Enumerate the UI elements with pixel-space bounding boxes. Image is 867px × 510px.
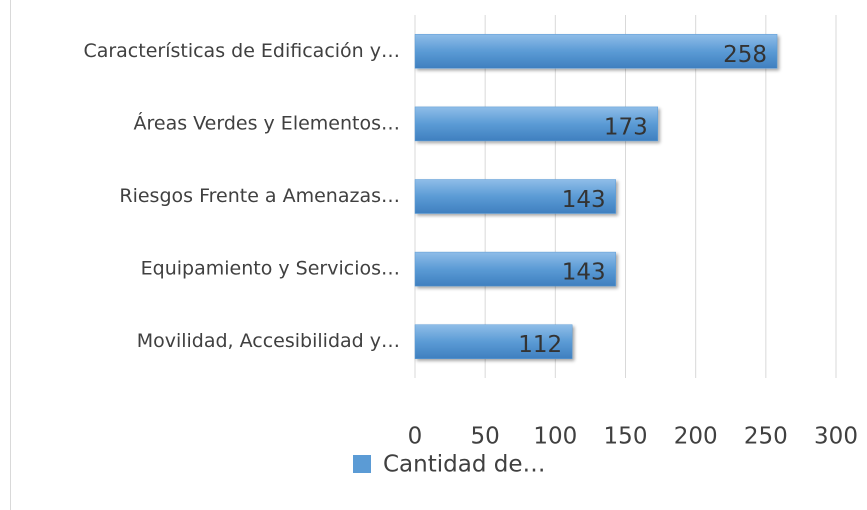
x-tick-label: 0 <box>408 424 423 450</box>
data-label: 143 <box>562 187 606 213</box>
y-tick-label: Características de Edificación y… <box>83 40 400 62</box>
y-tick-label: Riesgos Frente a Amenazas… <box>119 185 400 207</box>
x-tick-label: 250 <box>744 424 788 450</box>
x-tick-label: 150 <box>604 424 648 450</box>
legend-swatch <box>353 455 371 473</box>
y-tick-label: Áreas Verdes y Elementos… <box>133 111 400 134</box>
bar <box>414 251 616 287</box>
x-tick-label: 300 <box>814 424 858 450</box>
data-label: 143 <box>562 260 606 286</box>
data-label: 112 <box>518 332 562 358</box>
legend-label: Cantidad de… <box>383 452 546 478</box>
bar <box>414 106 659 142</box>
x-tick-label: 50 <box>471 424 500 450</box>
bar <box>414 34 778 69</box>
bar <box>414 179 616 214</box>
x-tick-label: 200 <box>674 424 718 450</box>
data-label: 258 <box>723 42 767 68</box>
y-tick-label: Movilidad, Accesibilidad y… <box>137 330 400 352</box>
x-tick-label: 100 <box>533 424 577 450</box>
data-label: 173 <box>604 114 648 140</box>
y-tick-label: Equipamiento y Servicios… <box>141 258 400 280</box>
bar <box>414 324 573 359</box>
